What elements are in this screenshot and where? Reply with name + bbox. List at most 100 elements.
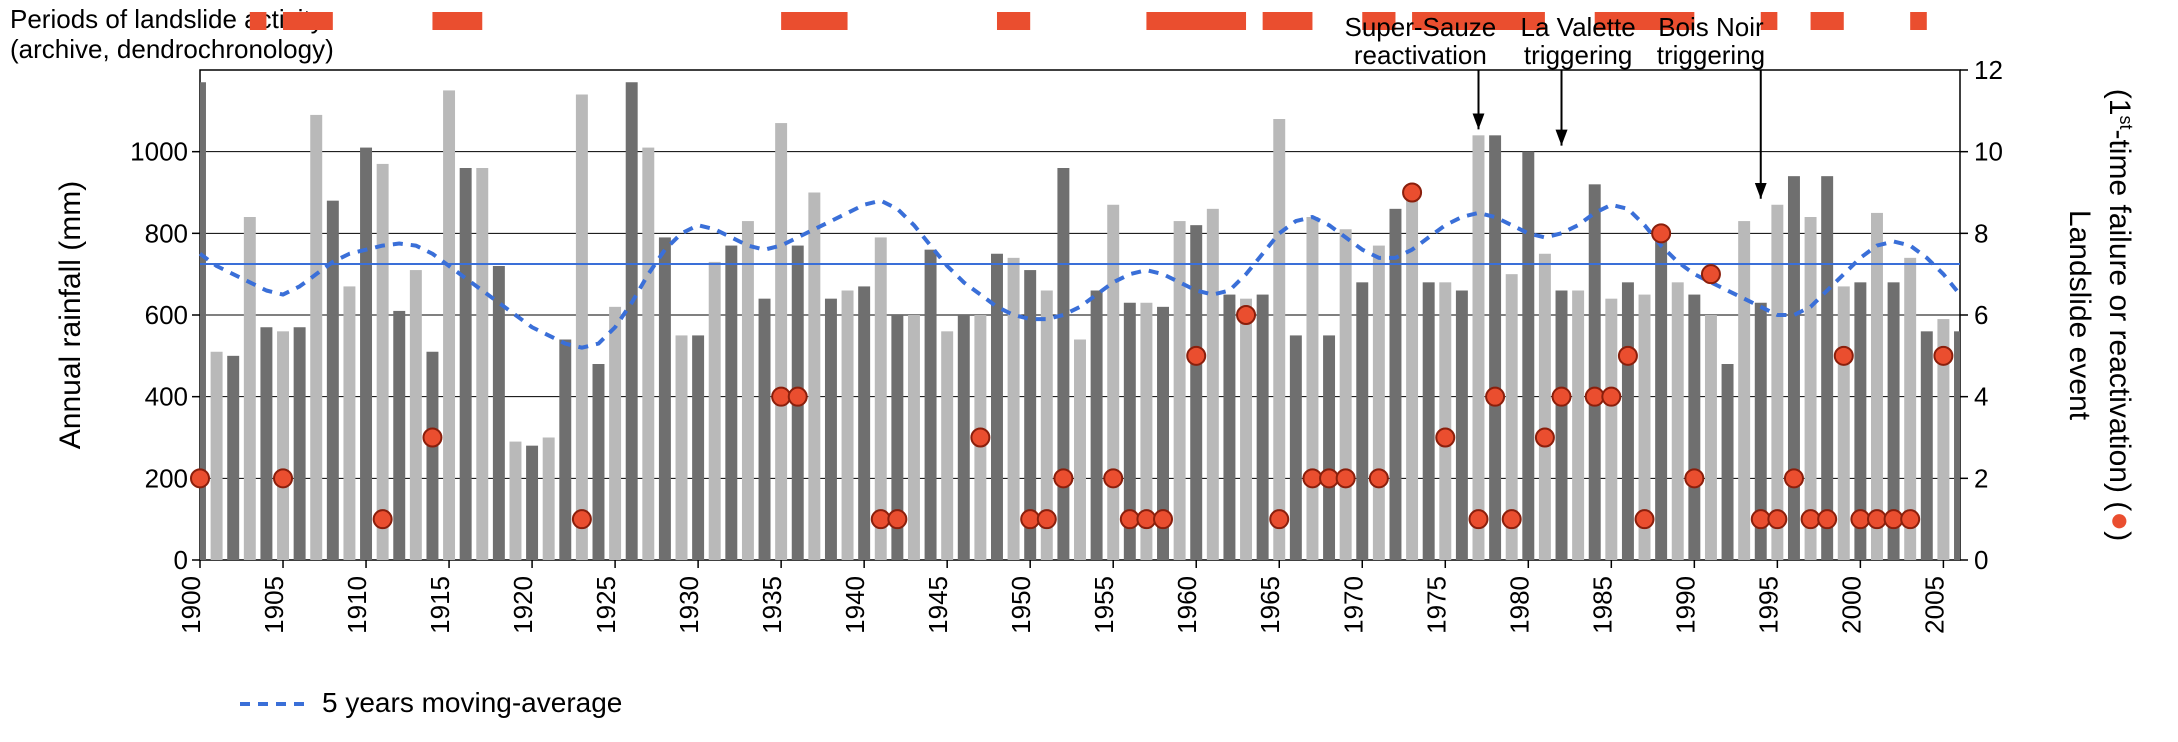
rainfall-bar (908, 315, 920, 560)
annotation-text: Bois Noir (1658, 12, 1764, 42)
rainfall-bar (1207, 209, 1219, 560)
annotation-text: La Valette (1521, 12, 1636, 42)
landslide-event-point (1054, 469, 1072, 487)
landslide-event-point (872, 510, 890, 528)
rainfall-bar (725, 246, 737, 560)
landslide-event-point (1868, 510, 1886, 528)
rainfall-bar (858, 286, 870, 560)
y-left-tick: 200 (145, 463, 188, 493)
rainfall-bar (709, 262, 721, 560)
rainfall-bar (1439, 282, 1451, 560)
activity-band (250, 12, 267, 30)
rainfall-bar (194, 82, 206, 560)
landslide-event-point (772, 388, 790, 406)
landslide-event-point (1901, 510, 1919, 528)
activity-band (1910, 12, 1927, 30)
x-tick: 1935 (757, 576, 787, 634)
annotation-text: reactivation (1354, 40, 1487, 70)
rainfall-bar (1174, 221, 1186, 560)
rainfall-bar (1273, 119, 1285, 560)
x-tick: 1980 (1504, 576, 1534, 634)
y-left-tick: 400 (145, 382, 188, 412)
rainfall-bar (1356, 282, 1368, 560)
landslide-event-point (1553, 388, 1571, 406)
rainfall-bar (1838, 286, 1850, 560)
rainfall-bar (759, 299, 771, 560)
rainfall-bar (1705, 315, 1717, 560)
landslide-event-point (1934, 347, 1952, 365)
rainfall-bar (958, 315, 970, 560)
landslide-event-point (423, 429, 441, 447)
landslide-event-point (1337, 469, 1355, 487)
x-tick: 1900 (176, 576, 206, 634)
activity-band (1263, 12, 1313, 30)
rainfall-bar (526, 446, 538, 560)
header-line1: Periods of landslide activity (10, 4, 324, 34)
y-right-label-1: Landslide event (2063, 210, 2096, 421)
landslide-event-point (1785, 469, 1803, 487)
rainfall-bar (1821, 176, 1833, 560)
activity-band (997, 12, 1030, 30)
rainfall-bar (443, 90, 455, 560)
rainfall-bar (493, 266, 505, 560)
rainfall-bar (659, 237, 671, 560)
rainfall-bar (310, 115, 322, 560)
rainfall-bar (277, 331, 289, 560)
landslide-event-point (789, 388, 807, 406)
landslide-event-point (1104, 469, 1122, 487)
landslide-event-point (1154, 510, 1172, 528)
rainfall-bar (1489, 135, 1501, 560)
rainfall-bar (559, 340, 571, 561)
rainfall-bar (1257, 295, 1269, 560)
annotation-text: Super-Sauze (1344, 12, 1496, 42)
rainfall-bar (509, 442, 521, 560)
x-tick: 1920 (508, 576, 538, 634)
header-line2: (archive, dendrochronology) (10, 34, 334, 64)
landslide-event-point (1270, 510, 1288, 528)
x-tick: 1905 (259, 576, 289, 634)
rainfall-bar (1074, 340, 1086, 561)
rainfall-bar (1954, 331, 1966, 560)
y-left-label: Annual rainfall (mm) (54, 181, 87, 449)
rainfall-bar (825, 299, 837, 560)
y-left-tick: 600 (145, 300, 188, 330)
landslide-event-point (1436, 429, 1454, 447)
annotation-text: triggering (1657, 40, 1765, 70)
rainfall-bar (1871, 213, 1883, 560)
rainfall-bar (460, 168, 472, 560)
landslide-event-point (971, 429, 989, 447)
rainfall-bar (626, 82, 638, 560)
rainfall-bar (1738, 221, 1750, 560)
landslide-event-point (1486, 388, 1504, 406)
rainfall-bar (1672, 282, 1684, 560)
y-right-label-2: (1st-time failure or reactivation) (●) (2103, 89, 2140, 541)
y-left-tick: 0 (174, 545, 188, 575)
x-tick: 1925 (591, 576, 621, 634)
rainfall-bar (941, 331, 953, 560)
rainfall-bar (576, 95, 588, 561)
landslide-event-point (1303, 469, 1321, 487)
rainfall-bar (609, 307, 621, 560)
rainfall-bar (742, 221, 754, 560)
rainfall-bar (260, 327, 272, 560)
rainfall-bar (476, 168, 488, 560)
y-right-tick: 12 (1974, 55, 2003, 85)
landslide-event-point (1652, 224, 1670, 242)
x-tick: 1995 (1753, 576, 1783, 634)
x-tick: 1975 (1421, 576, 1451, 634)
x-tick: 1955 (1089, 576, 1119, 634)
rainfall-bar (1240, 299, 1252, 560)
x-tick: 1960 (1172, 576, 1202, 634)
landslide-event-point (1752, 510, 1770, 528)
rainfall-bar (1688, 295, 1700, 560)
x-tick: 1940 (840, 576, 870, 634)
rainfall-bar (925, 250, 937, 560)
rainfall-bar (227, 356, 239, 560)
rainfall-bar (327, 201, 339, 560)
rainfall-bar (1373, 246, 1385, 560)
rainfall-bar (1290, 335, 1302, 560)
rainfall-bar (294, 327, 306, 560)
rainfall-bar (343, 286, 355, 560)
y-right-tick: 6 (1974, 300, 1988, 330)
landslide-event-point (1137, 510, 1155, 528)
